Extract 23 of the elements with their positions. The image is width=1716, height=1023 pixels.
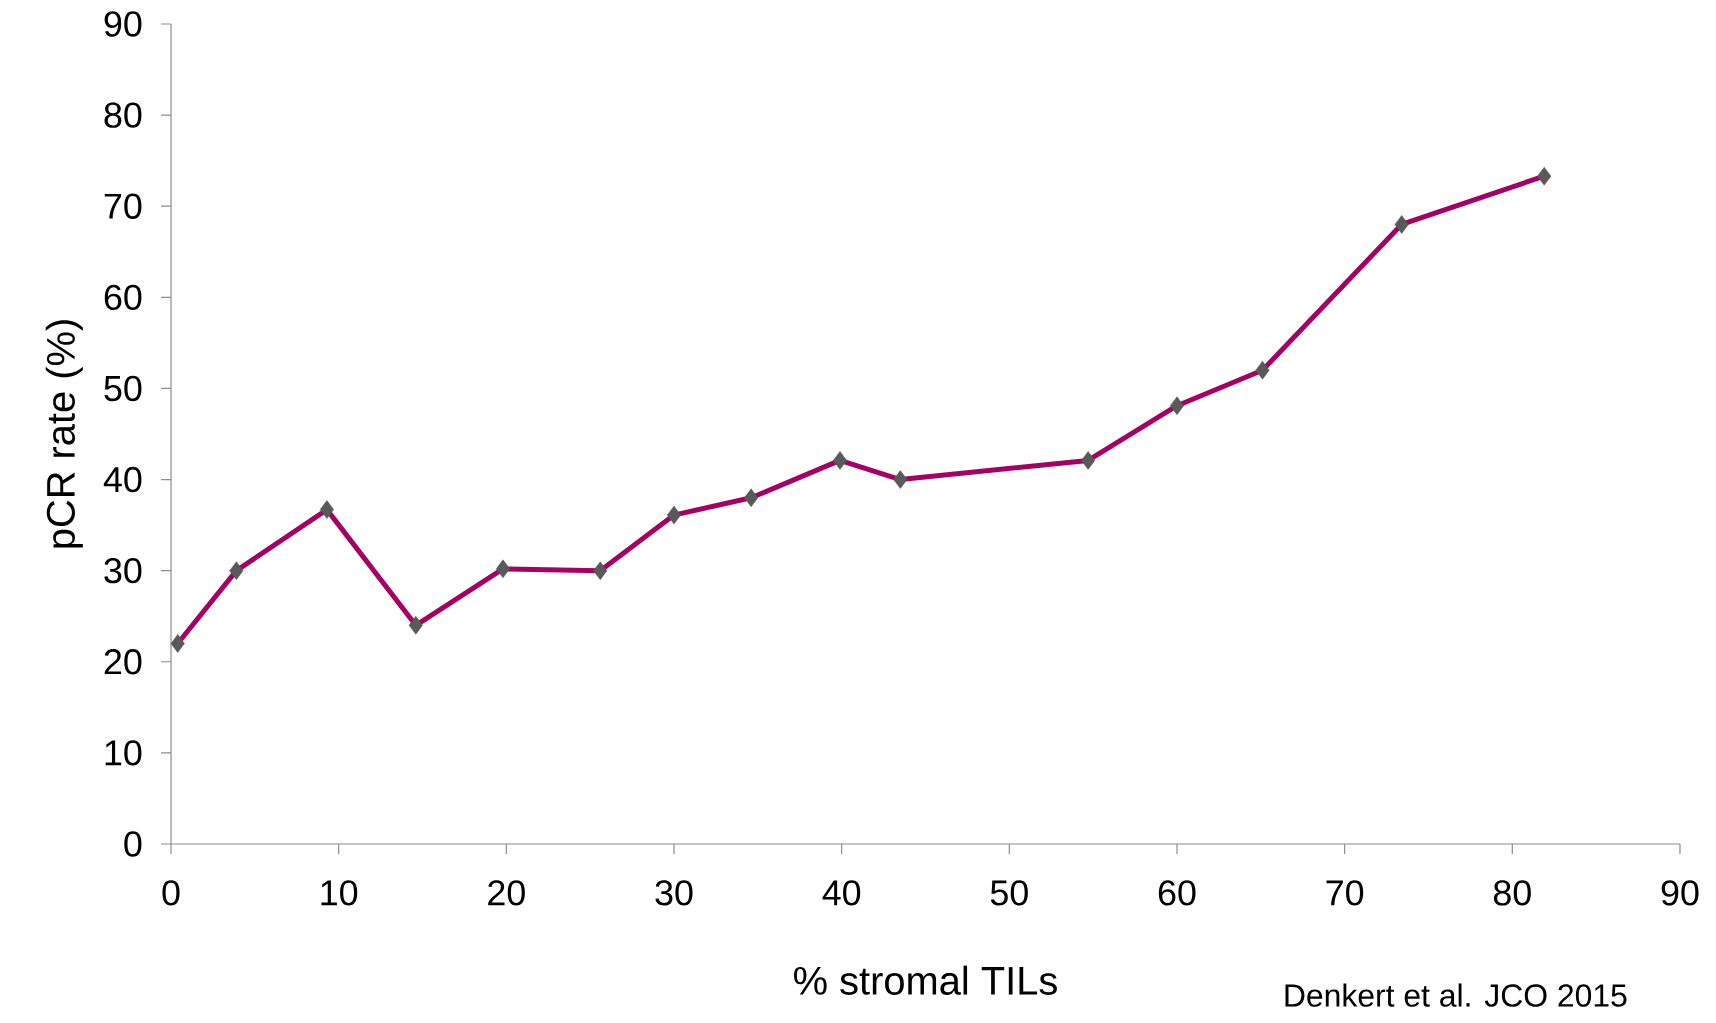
x-tick-label: 40 (822, 880, 861, 906)
x-tick-label: 10 (321, 880, 358, 906)
x-tick-label: 70 (1326, 880, 1364, 906)
y-axis-title: pCR rate (%) (45, 320, 83, 548)
x-tick-label: 90 (1661, 880, 1699, 906)
y-tick-label: 0 (124, 831, 142, 857)
y-tick-label: 10 (105, 740, 142, 766)
x-tick-label: 80 (1493, 880, 1531, 906)
y-tick-label: 40 (103, 466, 142, 493)
x-axis-title: % stromal TILs (794, 965, 1057, 995)
y-tick-label: 30 (104, 557, 142, 584)
y-tick-label: 80 (104, 102, 142, 128)
y-tick-label: 60 (104, 284, 142, 311)
x-tick-label: 0 (162, 880, 180, 906)
x-tick-label: 30 (655, 880, 693, 906)
y-tick-label: 70 (104, 193, 142, 219)
text: Denkert et al. JCO 2015 (1285, 983, 1627, 1007)
x-tick-label: 60 (1158, 880, 1196, 906)
y-tick-label: 20 (104, 649, 142, 675)
y-tick-label: 50 (104, 375, 142, 402)
x-tick-label: 20 (488, 880, 525, 906)
x-tick-label: 50 (990, 880, 1028, 906)
y-tick-label: 90 (104, 11, 142, 37)
